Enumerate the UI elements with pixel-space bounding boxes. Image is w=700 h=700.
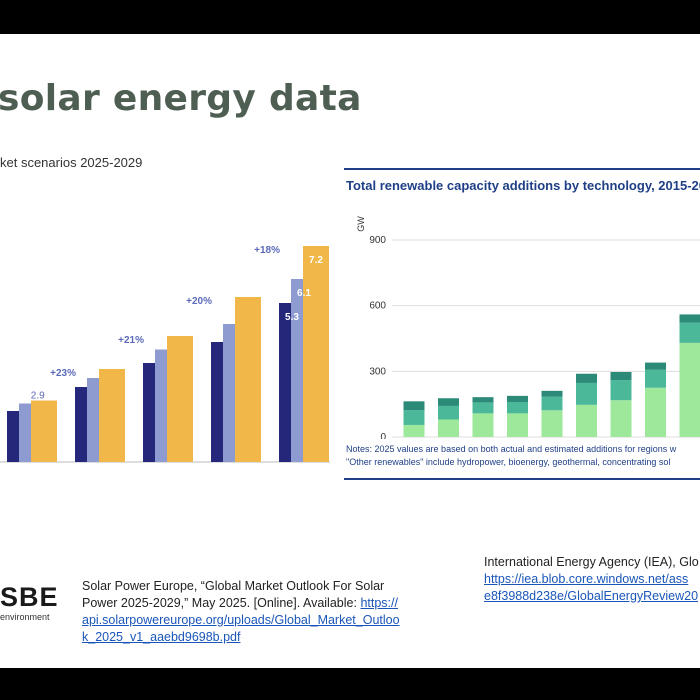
value-label-2029-s3: 7.2 bbox=[309, 255, 323, 266]
stack-2017-s2 bbox=[472, 402, 494, 414]
bar-2028-s3 bbox=[235, 297, 261, 462]
bar-2026-s3 bbox=[99, 369, 125, 462]
stack-202-s1 bbox=[679, 342, 700, 437]
ref2-link-line-1[interactable]: https://iea.blob.core.windows.net/ass bbox=[484, 572, 689, 586]
value-label-2025-s2: 2.9 bbox=[31, 391, 45, 402]
logo-subtext: environment bbox=[0, 612, 50, 622]
stack-2016-s1 bbox=[438, 419, 459, 437]
y-tick-300: 300 bbox=[369, 366, 386, 377]
stack-2015-s2 bbox=[403, 410, 425, 425]
stack-2019-s2 bbox=[541, 396, 563, 411]
reference-solarpower-europe: Solar Power Europe, “Global Market Outlo… bbox=[82, 578, 402, 646]
growth-label-2028: +20% bbox=[186, 296, 212, 307]
y-tick-900: 900 bbox=[369, 235, 386, 246]
renewable-capacity-chart: GW03006009002015201620172018201920202021… bbox=[356, 216, 700, 439]
sbe-logo: SBE environment bbox=[0, 582, 59, 623]
stack-202-s2 bbox=[679, 322, 700, 343]
slide-title: solar energy data bbox=[0, 78, 362, 119]
growth-label-2026: +23% bbox=[50, 368, 76, 379]
stack-2022-s1 bbox=[645, 387, 666, 437]
iea-chart-panel: Total renewable capacity additions by te… bbox=[344, 168, 700, 480]
left-chart-subtitle: ket scenarios 2025-2029 bbox=[0, 155, 143, 170]
solar-market-chart: 20252026+23%2027+21%2028+20%2029+18%2.95… bbox=[0, 245, 330, 463]
slide: solar energy data ket scenarios 2025-202… bbox=[0, 34, 700, 668]
stack-2019-s1 bbox=[541, 410, 563, 437]
stack-2022-s3 bbox=[645, 362, 666, 370]
stack-2017-s1 bbox=[472, 413, 494, 437]
stack-2019-s3 bbox=[541, 390, 563, 397]
y-tick-600: 600 bbox=[369, 301, 386, 312]
ref2-text: International Energy Agency (IEA), Glo bbox=[484, 555, 699, 569]
stack-2020-s1 bbox=[576, 404, 597, 437]
iea-chart-title: Total renewable capacity additions by te… bbox=[346, 178, 700, 193]
note-line-2: "Other renewables" include hydropower, b… bbox=[346, 457, 671, 467]
stack-2022-s2 bbox=[645, 369, 666, 388]
stack-2018-s1 bbox=[507, 413, 528, 437]
stack-2021-s2 bbox=[610, 380, 632, 401]
stack-2015-s3 bbox=[403, 401, 425, 411]
growth-label-2027: +21% bbox=[118, 335, 144, 346]
chart-notes: Notes: 2025 values are based on both act… bbox=[346, 443, 676, 469]
y-axis-label: GW bbox=[356, 216, 366, 232]
stack-2020-s3 bbox=[576, 373, 597, 383]
stack-2018-s2 bbox=[507, 401, 528, 414]
stack-2016-s3 bbox=[438, 398, 459, 406]
logo-text: SBE bbox=[0, 582, 59, 612]
bar-2029-s3 bbox=[303, 246, 329, 462]
stack-2015-s1 bbox=[403, 424, 425, 437]
ref1-text: Solar Power Europe, “Global Market Outlo… bbox=[82, 579, 385, 610]
bar-2027-s3 bbox=[167, 336, 193, 462]
ref1-link[interactable]: https://api.solarpowereurope.org/uploads… bbox=[82, 596, 400, 644]
value-label-2029-s1: 5.3 bbox=[285, 312, 299, 323]
note-line-1: Notes: 2025 values are based on both act… bbox=[346, 444, 677, 454]
panel-bottom-rule bbox=[344, 478, 700, 480]
stack-2017-s3 bbox=[472, 397, 494, 403]
y-tick-0: 0 bbox=[380, 432, 386, 439]
panel-top-rule bbox=[344, 168, 700, 170]
stack-2018-s3 bbox=[507, 395, 528, 402]
stack-202-s3 bbox=[679, 314, 700, 323]
stack-2020-s2 bbox=[576, 382, 597, 405]
stack-2016-s2 bbox=[438, 405, 459, 420]
bar-2025-s3 bbox=[31, 400, 57, 462]
ref2-link-line-2[interactable]: e8f3988d238e/GlobalEnergyReview20 bbox=[484, 589, 699, 603]
stack-2021-s1 bbox=[610, 400, 632, 437]
value-label-2029-s2: 6.1 bbox=[297, 288, 311, 299]
reference-iea: International Energy Agency (IEA), Glo h… bbox=[484, 554, 699, 605]
stack-2021-s3 bbox=[610, 371, 632, 381]
growth-label-2029: +18% bbox=[254, 245, 280, 256]
